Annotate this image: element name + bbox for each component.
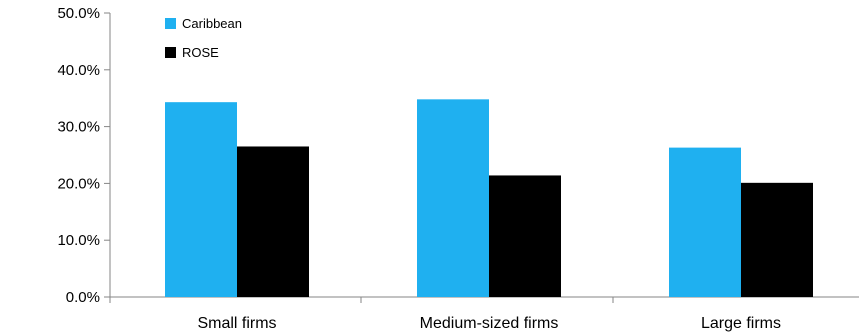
bar-rose-0 (237, 146, 309, 297)
bar-rose-2 (741, 182, 813, 297)
x-category-label: Large firms (701, 315, 781, 332)
y-tick-label: 50.0% (57, 5, 100, 22)
x-category-label: Medium-sized firms (420, 315, 559, 332)
y-axis: 0.0% 10.0% 20.0% 30.0% 40.0% 50.0% (57, 5, 111, 306)
bar-caribbean-2 (669, 147, 741, 297)
bar-caribbean-0 (165, 102, 237, 298)
y-tick-label: 30.0% (57, 119, 100, 136)
y-tick-label: 0.0% (66, 289, 100, 306)
legend-label: Caribbean (182, 16, 242, 31)
bars (165, 99, 813, 298)
x-category-label: Small firms (197, 315, 276, 332)
bar-rose-1 (489, 175, 561, 297)
y-tick-label: 20.0% (57, 175, 100, 192)
y-tick-label: 40.0% (57, 62, 100, 79)
legend: Caribbean ROSE (165, 16, 242, 60)
legend-swatch (165, 18, 176, 29)
legend-label: ROSE (182, 45, 219, 60)
y-tick-label: 10.0% (57, 232, 100, 249)
legend-swatch (165, 47, 176, 58)
bar-caribbean-1 (417, 99, 489, 297)
x-axis: Small firms Medium-sized firms Large firms (109, 296, 859, 332)
